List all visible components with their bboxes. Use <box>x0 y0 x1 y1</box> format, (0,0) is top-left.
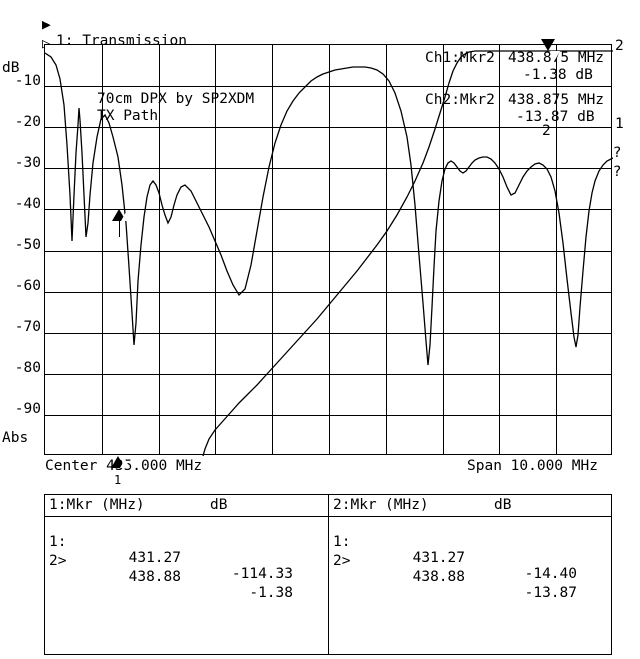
marker-tables: 1:Mkr (MHz) dB 1: 431.27 -114.33 2> 438.… <box>44 494 612 655</box>
marker-table-1-row-0-freq: 431.27 <box>128 550 181 566</box>
y-tick--10: -10 <box>14 73 41 89</box>
gridline-v-5 <box>329 45 330 454</box>
marker-table-2-header-value: dB <box>494 497 512 513</box>
y-tick--80: -80 <box>14 360 41 376</box>
marker-table-1-row-1-value: -1.38 <box>249 585 293 601</box>
ch1-marker-readout-channel: Ch1:Mkr2 <box>425 50 495 66</box>
marker-table-2-row-0-id: 1: <box>333 534 351 550</box>
channel-header-row-1[interactable]: ▶ 1: Transmission Log Mag 10.0 dB/ Ref 0… <box>0 1 640 161</box>
marker-table-1-row-0-id: 1: <box>49 534 67 550</box>
y-tick--40: -40 <box>14 196 41 212</box>
marker-table-2-header: 2:Mkr (MHz) dB <box>329 495 611 517</box>
channel-1-active-marker-icon: ▶ <box>42 17 51 33</box>
marker-table-1-row-0-value: -114.33 <box>231 566 293 582</box>
table-row[interactable]: 2> 438.88 -1.38 <box>45 537 328 601</box>
marker-table-1-row-1-freq: 438.88 <box>128 569 181 585</box>
marker-table-2-row-0-freq: 431.27 <box>412 550 465 566</box>
marker-table-1-body: 1: 431.27 -114.33 2> 438.88 -1.38 <box>45 518 328 654</box>
trace-reflection <box>45 52 613 366</box>
marker-1-indicator-stem <box>118 221 120 237</box>
gridline-h-2 <box>45 127 611 129</box>
marker-table-1-header: 1:Mkr (MHz) dB <box>45 495 328 517</box>
marker-2-indicator-icon[interactable] <box>541 39 560 60</box>
gridline-v-2 <box>158 45 160 454</box>
marker-2-trace-label: 2 <box>542 123 551 139</box>
y-axis-title: dB <box>2 60 20 76</box>
marker-table-2-row-0-value: -14.40 <box>524 566 577 582</box>
marker-table-2-header-id: 2:Mkr <box>333 497 377 513</box>
y-tick--60: -60 <box>14 278 41 294</box>
gridline-h-1 <box>45 86 611 88</box>
y-tick--70: -70 <box>14 319 41 335</box>
y-axis-tick-labels: -10 -20 -30 -40 -50 -60 -70 -80 -90 <box>0 44 44 455</box>
span-label[interactable]: Span 10.000 MHz <box>467 458 598 474</box>
gridline-h-9 <box>45 414 611 416</box>
channel-header-row-2[interactable]: ▷ 2: Reflection Log Mag 5.0 dB/ Ref 0.00… <box>0 20 640 180</box>
trace-transmission <box>202 50 613 456</box>
ch1-marker-readout-value: -1.38 dB <box>523 67 593 83</box>
ch2-marker-readout-value: -13.87 dB <box>516 109 595 125</box>
trace-2-edge-label: 2 <box>615 38 624 54</box>
plot-title-line-1: 70cm DPX by SP2XDM <box>97 91 255 107</box>
marker-table-2-row-1-value: -13.87 <box>524 585 577 601</box>
gridline-v-4 <box>272 45 274 454</box>
center-frequency-label[interactable]: Center 435.000 MHz <box>45 458 203 474</box>
y-axis-mode-label: Abs <box>2 430 29 446</box>
marker-table-1-header-id: 1:Mkr <box>49 497 93 513</box>
gridline-h-4 <box>45 209 611 211</box>
plot-title-line-2: TX Path <box>97 108 159 124</box>
trace-1-edge-label: 1 <box>615 116 624 132</box>
gridline-v-9 <box>556 45 558 454</box>
gridline-h-7 <box>45 332 611 334</box>
table-row[interactable]: 1: 431.27 -114.33 <box>45 518 328 582</box>
marker-table-channel-1[interactable]: 1:Mkr (MHz) dB 1: 431.27 -114.33 2> 438.… <box>45 495 328 654</box>
y-tick--30: -30 <box>14 155 41 171</box>
ch1-marker-readout-frequency: 438.875 MHz <box>508 50 605 66</box>
marker-table-channel-2[interactable]: 2:Mkr (MHz) dB 1: 431.27 -14.40 2> 438.8… <box>328 495 611 654</box>
ch2-marker-readout-channel: Ch2:Mkr2 <box>425 92 495 108</box>
gridline-v-1 <box>101 45 103 454</box>
marker-table-2-row-1-freq: 438.88 <box>412 569 465 585</box>
trace-curves <box>45 50 613 456</box>
marker-1-axis-label: 1 <box>114 473 122 487</box>
gridline-h-6 <box>45 291 611 293</box>
y-tick--90: -90 <box>14 401 41 417</box>
ch2-marker-readout-frequency: 438.875 MHz <box>508 92 605 108</box>
y-tick--50: -50 <box>14 237 41 253</box>
marker-table-2-row-1-id: 2> <box>333 553 351 569</box>
gridline-h-8 <box>45 373 611 375</box>
marker-table-2-body: 1: 431.27 -14.40 2> 438.88 -13.87 <box>329 518 611 654</box>
marker-table-1-header-value: dB <box>210 497 228 513</box>
trace-plot-area[interactable]: 70cm DPX by SP2XDM TX Path Ch1:Mkr2 438.… <box>44 39 613 456</box>
marker-table-1-header-freq: (MHz) <box>101 497 145 513</box>
gridline-h-3 <box>45 168 611 170</box>
gridline-v-3 <box>215 45 217 454</box>
channel-header: ▶ 1: Transmission Log Mag 10.0 dB/ Ref 0… <box>0 0 640 180</box>
marker-table-1-row-1-id: 2> <box>49 553 67 569</box>
gridline-v-6 <box>385 45 387 454</box>
gridline-h-5 <box>45 250 611 252</box>
table-row[interactable]: 2> 438.88 -13.87 <box>329 537 611 601</box>
marker-table-2-header-freq: (MHz) <box>385 497 429 513</box>
marker-1-axis-indicator-icon[interactable] <box>111 456 130 468</box>
gridline-v-8 <box>499 45 501 454</box>
gridline-v-7 <box>442 45 444 454</box>
table-row[interactable]: 1: 431.27 -14.40 <box>329 518 611 582</box>
marker-1-indicator-icon[interactable] <box>112 209 131 221</box>
y-tick--20: -20 <box>14 114 41 130</box>
